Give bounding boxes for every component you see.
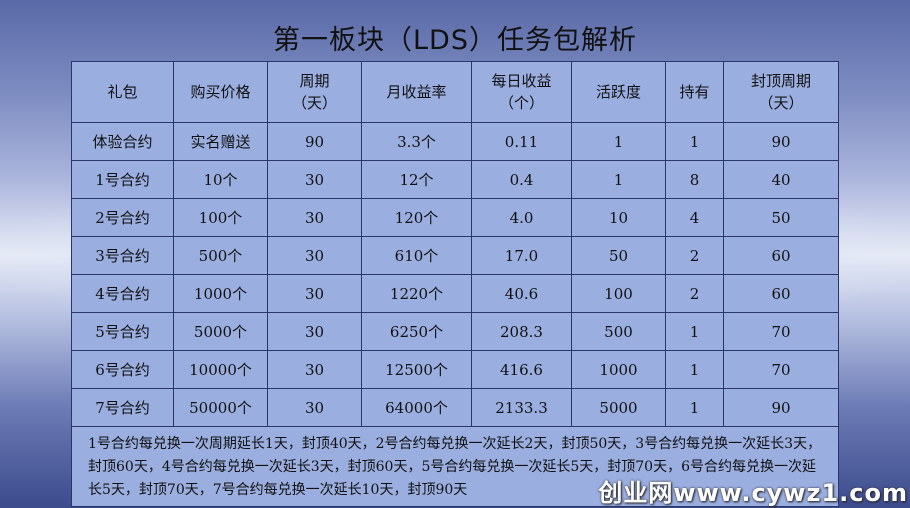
column-header: 周期 （天） [267, 61, 362, 123]
table-cell: 17.0 [471, 236, 572, 275]
table-row: 1号合约 10个 30 12个 0.4 1 8 40 [71, 160, 839, 199]
table-cell: 500 [571, 312, 666, 351]
table-cell: 100 [571, 274, 666, 313]
table-cell: 6250个 [361, 312, 472, 351]
table-row: 3号合约 500个 30 610个 17.0 50 2 60 [71, 236, 839, 275]
table-cell: 1000个 [173, 274, 268, 313]
table-cell: 1220个 [361, 274, 472, 313]
table-cell: 4号合约 [71, 274, 174, 313]
table-cell: 64000个 [361, 388, 472, 427]
table-cell: 500个 [173, 236, 268, 275]
table-cell: 60 [723, 236, 839, 275]
table-row: 7号合约 50000个 30 64000个 2133.3 5000 1 90 [71, 388, 839, 427]
table-cell: 90 [723, 122, 839, 161]
table-header-row: 礼包 购买价格 周期 （天） 月收益率 每日收益 （个） 活跃度 持有 封顶周期 （天） [71, 61, 839, 123]
table-cell: 30 [267, 274, 362, 313]
table-cell: 1 [665, 122, 724, 161]
table-cell: 208.3 [471, 312, 572, 351]
table-cell: 30 [267, 236, 362, 275]
table-cell: 8 [665, 160, 724, 199]
table-cell: 0.4 [471, 160, 572, 199]
table-cell: 3号合约 [71, 236, 174, 275]
page-title: 第一板块（LDS）任务包解析 [273, 25, 637, 56]
table-cell: 12个 [361, 160, 472, 199]
table-cell: 实名赠送 [173, 122, 268, 161]
table-cell: 4.0 [471, 198, 572, 237]
table-cell: 5号合约 [71, 312, 174, 351]
table-cell: 5000 [571, 388, 666, 427]
table-cell: 1000 [571, 350, 666, 389]
table-row: 6号合约 10000个 30 12500个 416.6 1000 1 70 [71, 350, 839, 389]
table-cell: 30 [267, 198, 362, 237]
note-row: 1号合约每兑换一次周期延长1天，封顶40天，2号合约每兑换一次延长2天，封顶50… [71, 426, 839, 507]
table-cell: 1 [665, 388, 724, 427]
column-header: 月收益率 [361, 61, 472, 123]
table-cell: 50 [723, 198, 839, 237]
table-cell: 416.6 [471, 350, 572, 389]
table-cell: 3.3个 [361, 122, 472, 161]
table-cell: 2号合约 [71, 198, 174, 237]
table-cell: 90 [267, 122, 362, 161]
column-header: 每日收益 （个） [471, 61, 572, 123]
table-cell: 40.6 [471, 274, 572, 313]
table-cell: 50000个 [173, 388, 268, 427]
table-cell: 0.11 [471, 122, 572, 161]
table-cell: 2 [665, 274, 724, 313]
table-cell: 2133.3 [471, 388, 572, 427]
table-cell: 100个 [173, 198, 268, 237]
table-cell: 70 [723, 350, 839, 389]
table-cell: 1 [665, 312, 724, 351]
table-cell: 90 [723, 388, 839, 427]
column-header: 活跃度 [571, 61, 666, 123]
table-cell: 体验合约 [71, 122, 174, 161]
table-cell: 30 [267, 350, 362, 389]
table-cell: 50 [571, 236, 666, 275]
table-cell: 1 [571, 122, 666, 161]
table-cell: 30 [267, 160, 362, 199]
table-cell: 10个 [173, 160, 268, 199]
table-cell: 610个 [361, 236, 472, 275]
table-cell: 7号合约 [71, 388, 174, 427]
table-cell: 6号合约 [71, 350, 174, 389]
column-header: 持有 [665, 61, 724, 123]
table-row: 4号合约 1000个 30 1220个 40.6 100 2 60 [71, 274, 839, 313]
column-header: 封顶周期 （天） [723, 61, 839, 123]
table-cell: 30 [267, 312, 362, 351]
table-cell: 1 [571, 160, 666, 199]
table-cell: 40 [723, 160, 839, 199]
contract-table: 礼包 购买价格 周期 （天） 月收益率 每日收益 （个） 活跃度 持有 封顶周期 （天） 体验… [71, 61, 839, 507]
table-cell: 60 [723, 274, 839, 313]
table-row: 体验合约 实名赠送 90 3.3个 0.11 1 1 90 [71, 122, 839, 161]
table-cell: 2 [665, 236, 724, 275]
column-header: 购买价格 [173, 61, 268, 123]
table-cell: 12500个 [361, 350, 472, 389]
column-header: 礼包 [71, 61, 174, 123]
table-cell: 10 [571, 198, 666, 237]
table-cell: 1号合约 [71, 160, 174, 199]
note-text: 1号合约每兑换一次周期延长1天，封顶40天，2号合约每兑换一次延长2天，封顶50… [71, 426, 839, 507]
watermark: 创业网www.cywz1.com [598, 479, 908, 507]
table-cell: 120个 [361, 198, 472, 237]
table-cell: 70 [723, 312, 839, 351]
table-cell: 10000个 [173, 350, 268, 389]
table-cell: 4 [665, 198, 724, 237]
table-cell: 30 [267, 388, 362, 427]
table-row: 5号合约 5000个 30 6250个 208.3 500 1 70 [71, 312, 839, 351]
table-cell: 1 [665, 350, 724, 389]
table-row: 2号合约 100个 30 120个 4.0 10 4 50 [71, 198, 839, 237]
table-cell: 5000个 [173, 312, 268, 351]
